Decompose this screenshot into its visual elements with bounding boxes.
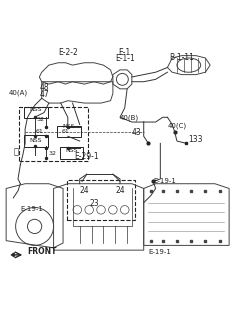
Text: 47: 47	[39, 90, 49, 99]
Text: 48: 48	[39, 83, 49, 92]
Text: E-1-1: E-1-1	[115, 54, 135, 63]
Text: E-19-1: E-19-1	[153, 178, 176, 184]
Text: 133: 133	[189, 135, 203, 144]
Text: 40(A): 40(A)	[8, 90, 28, 96]
Text: E-19-1: E-19-1	[20, 206, 43, 212]
Text: 40(B): 40(B)	[120, 115, 139, 121]
Text: E-29-1: E-29-1	[74, 152, 99, 161]
Text: 32: 32	[36, 117, 45, 122]
Text: B-1-11: B-1-11	[169, 52, 194, 61]
Text: 61: 61	[36, 129, 43, 134]
Text: FRONT: FRONT	[28, 247, 57, 256]
Text: 61: 61	[62, 129, 70, 134]
Text: NSS: NSS	[65, 148, 78, 153]
Text: E-2-2: E-2-2	[58, 48, 78, 57]
Text: 24: 24	[80, 186, 89, 195]
Text: 32: 32	[48, 151, 56, 156]
Text: NSS: NSS	[30, 138, 42, 143]
Text: E-1: E-1	[119, 48, 131, 57]
Text: NSS: NSS	[63, 124, 75, 129]
Polygon shape	[11, 252, 14, 257]
Text: Ⓐ: Ⓐ	[13, 147, 18, 156]
Text: E-19-1: E-19-1	[149, 249, 171, 255]
Text: 23: 23	[89, 199, 99, 208]
Text: NSS: NSS	[30, 108, 42, 112]
Text: 40(C): 40(C)	[167, 123, 186, 130]
Text: 24: 24	[115, 186, 125, 195]
Text: 43: 43	[132, 128, 142, 137]
